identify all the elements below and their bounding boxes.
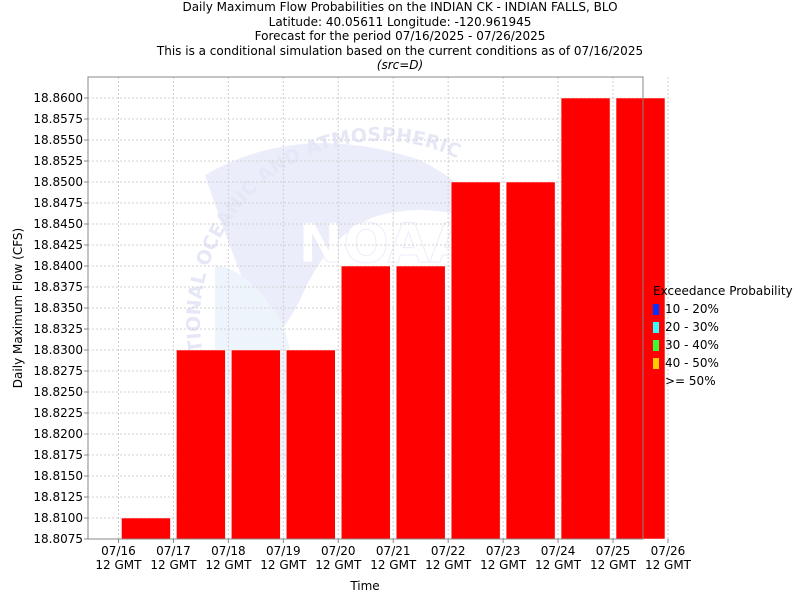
bars-group (121, 97, 666, 540)
x-tick-date-label: 07/17 (156, 544, 191, 558)
x-tick-date-label: 07/16 (101, 544, 136, 558)
y-tick-label: 18.8225 (33, 406, 83, 420)
x-tick-time-label: 12 GMT (205, 558, 252, 572)
legend-swatch (653, 321, 659, 333)
y-tick-label: 18.8075 (33, 532, 83, 546)
y-tick-label: 18.8200 (33, 427, 83, 441)
x-tick-date-label: 07/22 (431, 544, 466, 558)
legend-title: Exceedance Probability (653, 284, 793, 298)
x-tick-date-label: 07/20 (321, 544, 356, 558)
legend-item: 10 - 20% (653, 300, 793, 318)
x-tick-time-label: 12 GMT (535, 558, 582, 572)
bar (231, 349, 281, 540)
y-tick-label: 18.8150 (33, 469, 83, 483)
y-tick-label: 18.8100 (33, 511, 83, 525)
legend-swatch (653, 375, 659, 387)
x-tick-time-label: 12 GMT (425, 558, 472, 572)
legend-label: 20 - 30% (665, 320, 719, 334)
legend-label: >= 50% (665, 374, 716, 388)
x-tick-time-label: 12 GMT (95, 558, 142, 572)
legend: Exceedance Probability 10 - 20% 20 - 30% 3… (653, 284, 793, 390)
legend-label: 10 - 20% (665, 302, 719, 316)
x-tick-time-label: 12 GMT (260, 558, 307, 572)
y-tick-label: 18.8250 (33, 385, 83, 399)
y-tick-label: 18.8275 (33, 364, 83, 378)
x-tick-time-label: 12 GMT (480, 558, 527, 572)
x-tick-date-label: 07/19 (266, 544, 301, 558)
x-tick-date-label: 07/26 (651, 544, 686, 558)
legend-item: 40 - 50% (653, 354, 793, 372)
y-tick-label: 18.8425 (33, 238, 83, 252)
legend-swatch (653, 357, 659, 369)
legend-item: 20 - 30% (653, 318, 793, 336)
x-tick-time-label: 12 GMT (370, 558, 417, 572)
bar (505, 181, 556, 540)
chart-title-block: Daily Maximum Flow Probabilities on the … (0, 0, 800, 73)
x-tick-date-label: 07/21 (376, 544, 411, 558)
y-tick-label: 18.8350 (33, 301, 83, 315)
legend-label: 30 - 40% (665, 338, 719, 352)
x-tick-time-label: 12 GMT (315, 558, 362, 572)
legend-label: 40 - 50% (665, 356, 719, 370)
x-tick-date-label: 07/25 (596, 544, 631, 558)
y-axis-ticks: 18.8075 18.8100 18.8125 18.8150 18.8175 18.82… (33, 91, 88, 546)
bar (450, 181, 501, 540)
y-tick-label: 18.8600 (33, 91, 83, 105)
bar (286, 349, 336, 540)
y-tick-label: 18.8300 (33, 343, 83, 357)
noaa-logo-text: NOAA (298, 212, 471, 275)
x-tick-date-label: 07/24 (541, 544, 576, 558)
y-tick-label: 18.8450 (33, 217, 83, 231)
source-code: (src=D) (376, 58, 424, 72)
bar (560, 97, 611, 540)
bar (176, 349, 226, 540)
x-tick-date-label: 07/18 (211, 544, 246, 558)
bar (341, 265, 391, 540)
legend-item: >= 50% (653, 372, 793, 390)
y-tick-label: 18.8125 (33, 490, 83, 504)
noaa-logo-emblem (205, 143, 500, 340)
y-tick-label: 18.8400 (33, 259, 83, 273)
y-tick-label: 18.8325 (33, 322, 83, 336)
legend-swatch (653, 303, 659, 315)
forecast-period: Forecast for the period 07/16/2025 - 07/… (254, 29, 546, 43)
legend-item: 30 - 40% (653, 336, 793, 354)
y-tick-label: 18.8550 (33, 133, 83, 147)
y-tick-label: 18.8175 (33, 448, 83, 462)
x-tick-time-label: 12 GMT (590, 558, 637, 572)
x-tick-time-label: 12 GMT (645, 558, 692, 572)
bar (121, 517, 171, 540)
simulation-note: This is a conditional simulation based o… (156, 43, 644, 58)
x-tick-date-label: 07/23 (486, 544, 521, 558)
chart-title: Daily Maximum Flow Probabilities on the … (182, 0, 618, 14)
y-tick-label: 18.8525 (33, 154, 83, 168)
y-tick-label: 18.8375 (33, 280, 83, 294)
bar (395, 265, 446, 540)
location-coordinates: Latitude: 40.05611 Longitude: -120.96194… (268, 14, 532, 29)
legend-items: 10 - 20% 20 - 30% 30 - 40% 40 - 50% >= 50% (653, 300, 793, 390)
legend-swatch (653, 339, 659, 351)
y-tick-label: 18.8475 (33, 196, 83, 210)
x-axis-title: Time (349, 579, 379, 593)
y-axis-title: Daily Maximum Flow (CFS) (11, 228, 25, 388)
y-tick-label: 18.8500 (33, 175, 83, 189)
y-tick-label: 18.8575 (33, 112, 83, 126)
x-tick-time-label: 12 GMT (150, 558, 197, 572)
